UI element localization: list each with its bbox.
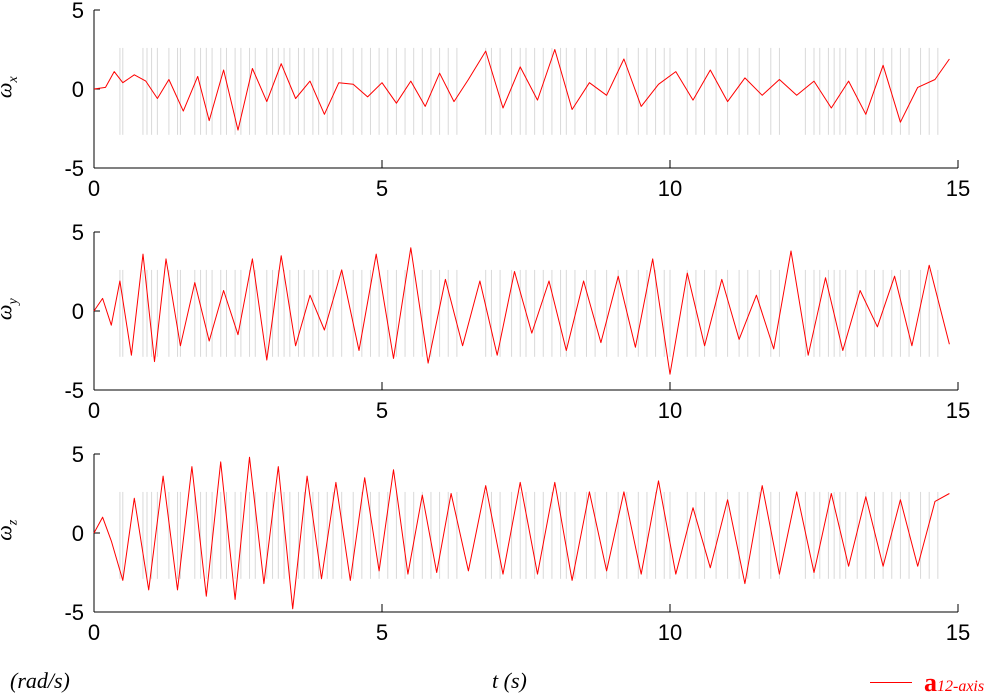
contact-markers [119, 47, 939, 135]
y-tick-label: -5 [64, 156, 84, 181]
y-tick-label: -5 [64, 600, 84, 625]
x-tick-label: 5 [376, 176, 388, 201]
ylabel-omega-y: ωy [0, 298, 22, 320]
x-tick-label: 10 [658, 176, 682, 201]
unit-label: (rad/s) [10, 668, 70, 693]
contact-markers [119, 491, 939, 579]
y-tick-label: 5 [72, 0, 84, 23]
legend-label-main: a [924, 668, 937, 697]
legend-line-swatch [870, 682, 912, 683]
x-tick-label: 15 [946, 398, 970, 423]
ylabel-omega-z: ωz [0, 519, 21, 541]
x-tick-label: 0 [88, 620, 100, 645]
legend-label-sub: 12-axis [937, 678, 985, 695]
y-tick-label: 5 [72, 442, 84, 467]
y-tick-label: 0 [72, 299, 84, 324]
x-tick-label: 10 [658, 620, 682, 645]
x-tick-label: 5 [376, 620, 388, 645]
x-tick-label: 0 [88, 176, 100, 201]
contact-markers [119, 269, 939, 357]
y-tick-label: -5 [64, 378, 84, 403]
x-tick-label: 5 [376, 398, 388, 423]
y-tick-label: 0 [72, 77, 84, 102]
y-tick-label: 5 [72, 220, 84, 245]
y-tick-label: 0 [72, 521, 84, 546]
x-tick-label: 10 [658, 398, 682, 423]
x-tick-label: 15 [946, 176, 970, 201]
ylabel-omega-x: ωx [0, 76, 22, 98]
series-line-a12-axis [93, 456, 950, 610]
series-line-a12-axis [93, 247, 950, 375]
x-axis-label: t (s) [492, 668, 527, 693]
x-tick-label: 15 [946, 620, 970, 645]
legend: a 12-axis [870, 668, 984, 698]
series-line-a12-axis [93, 49, 950, 131]
x-tick-label: 0 [88, 398, 100, 423]
